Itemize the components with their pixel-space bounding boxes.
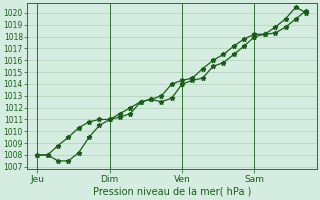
X-axis label: Pression niveau de la mer( hPa ): Pression niveau de la mer( hPa ) (92, 187, 251, 197)
